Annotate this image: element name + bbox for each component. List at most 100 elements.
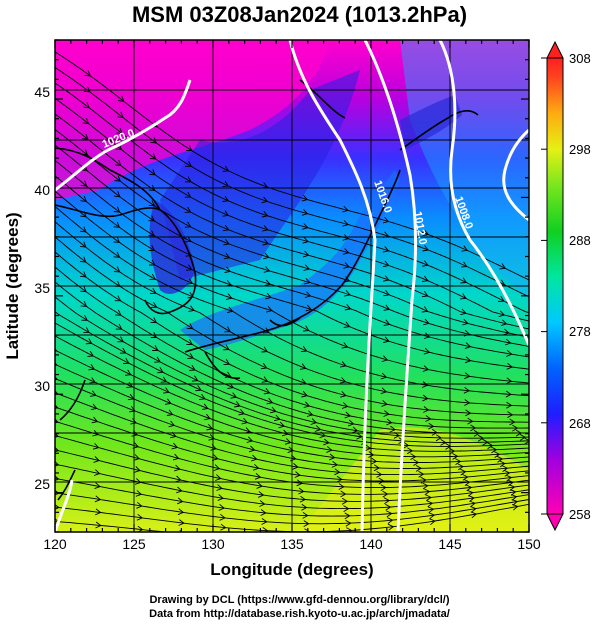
streamline-arrow	[382, 260, 390, 268]
streamline-arrow	[519, 434, 526, 441]
streamline-arrow	[80, 195, 87, 203]
streamline-arrow	[429, 518, 436, 526]
streamline-arrow	[303, 277, 311, 285]
streamline-arrow	[378, 477, 385, 485]
streamline-arrow	[382, 246, 390, 253]
streamline-arrow	[55, 375, 58, 381]
streamline-arrow	[133, 454, 140, 461]
streamline-arrow	[113, 221, 121, 228]
streamline-arrow	[246, 436, 254, 443]
streamline-arrow	[499, 460, 506, 468]
streamline-arrow	[178, 519, 185, 526]
streamline-arrow	[80, 300, 88, 307]
streamline-arrow	[115, 323, 123, 330]
streamline-arrow	[260, 509, 267, 516]
x-axis-title: Longitude (degrees)	[210, 560, 373, 579]
streamline-arrow	[210, 444, 217, 451]
streamline-arrow	[149, 169, 156, 176]
streamline-arrow	[189, 364, 196, 371]
streamline-arrow	[261, 196, 269, 204]
streamline-arrow	[48, 200, 54, 206]
streamline-arrow	[259, 500, 266, 507]
colorbar-label-298: 298	[569, 142, 591, 157]
y-axis-title: Latitude (degrees)	[3, 212, 22, 359]
colorbar-label-288: 288	[569, 233, 591, 248]
streamline-arrow	[393, 431, 400, 439]
streamline	[55, 311, 529, 443]
streamline-arrow	[83, 102, 90, 109]
streamline-arrow	[93, 469, 101, 476]
streamline-arrow	[80, 271, 87, 278]
streamline-arrow	[373, 464, 380, 472]
streamline-arrow	[422, 482, 429, 490]
streamline-arrow	[186, 323, 194, 330]
streamline-arrow	[91, 416, 99, 424]
streamline-arrow	[168, 420, 176, 428]
streamline-arrow	[149, 288, 157, 295]
streamline-arrow	[176, 486, 183, 494]
streamline-arrow	[339, 377, 347, 384]
streamline-arrow	[227, 382, 235, 389]
streamline-arrow	[175, 475, 182, 483]
streamline-arrow	[208, 434, 216, 441]
streamline-arrow	[136, 501, 143, 509]
streamline-arrow	[83, 86, 91, 93]
streamline-arrow	[80, 286, 87, 293]
streamline-arrow	[340, 490, 347, 498]
streamline-arrow	[503, 328, 510, 336]
streamline-arrow	[154, 356, 161, 363]
streamline-arrow	[206, 424, 214, 431]
streamline-arrow	[296, 479, 303, 487]
streamline	[55, 175, 529, 370]
streamline-arrow	[114, 175, 121, 182]
streamline-arrow	[244, 427, 251, 434]
streamline-arrow	[184, 176, 192, 183]
streamline-arrow	[124, 369, 132, 376]
streamline-arrow	[89, 377, 96, 384]
streamline-arrow	[230, 392, 238, 399]
streamline-arrow	[462, 318, 469, 326]
streamline-arrow	[160, 376, 168, 383]
coastlines	[55, 79, 479, 501]
streamline-arrow	[92, 443, 100, 450]
streamline-arrow	[223, 252, 231, 260]
streamline-arrow	[48, 260, 54, 266]
streamline-arrow	[511, 498, 519, 506]
streamline-arrow	[461, 245, 469, 252]
streamline	[55, 406, 529, 482]
streamline-arrow	[470, 505, 477, 513]
streamline-arrow	[129, 406, 136, 413]
streamline-arrow	[465, 409, 472, 417]
streamline-arrow	[269, 406, 277, 414]
streamline-arrow	[410, 453, 417, 460]
streamline-arrow	[224, 266, 232, 273]
streamline-arrow	[184, 191, 192, 198]
streamline-arrow	[185, 264, 193, 271]
streamline-arrow	[422, 275, 429, 282]
streamline-arrow	[506, 350, 513, 357]
streamline-arrow	[94, 495, 102, 503]
streamline-arrow	[449, 447, 456, 455]
streamline-arrow	[302, 237, 310, 244]
streamline-arrow	[170, 431, 177, 439]
isobar-1012	[363, 40, 418, 532]
wind-streamlines	[48, 50, 529, 532]
isobar-1016	[288, 40, 377, 532]
streamline-arrow	[79, 256, 87, 263]
streamline-arrow	[341, 342, 349, 349]
streamline-arrow	[370, 457, 378, 465]
streamline-arrow	[261, 518, 268, 525]
streamline-arrow	[215, 474, 222, 481]
streamline-arrow	[302, 325, 310, 332]
streamline-arrow	[482, 438, 489, 446]
y-tick-label-45: 45	[34, 84, 50, 100]
streamline-arrow	[264, 279, 272, 287]
streamline-arrow	[150, 137, 158, 144]
streamline-arrow	[48, 154, 54, 160]
streamline-arrow	[88, 364, 95, 371]
streamline-arrow	[157, 367, 164, 374]
streamline-arrow	[127, 393, 135, 401]
streamline	[55, 435, 529, 495]
streamline-arrow	[386, 418, 393, 426]
streamline-arrow	[213, 464, 221, 471]
